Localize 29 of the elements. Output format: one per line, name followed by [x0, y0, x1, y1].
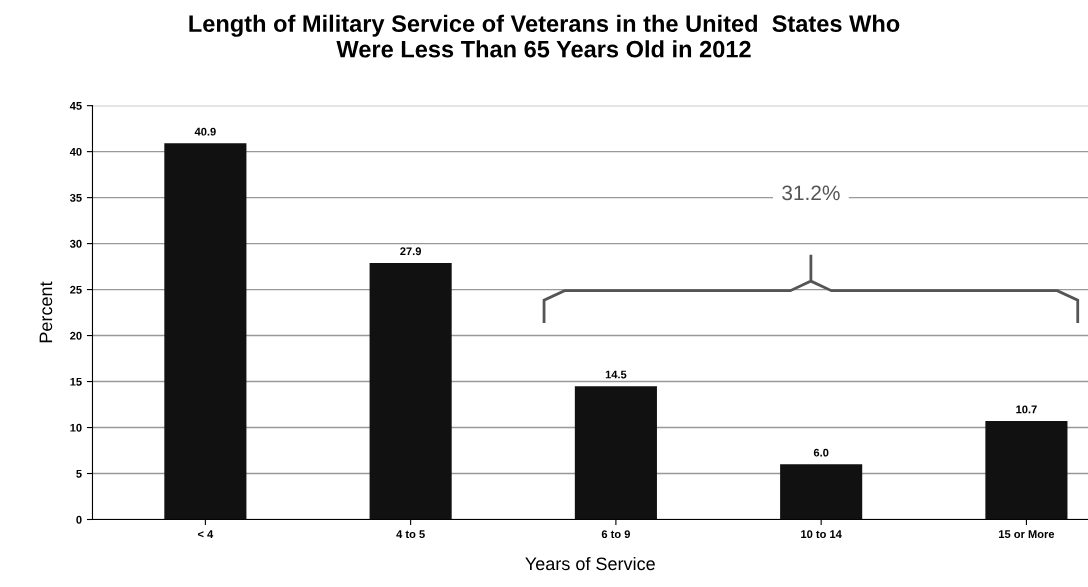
- data-label: 27.9: [400, 247, 422, 256]
- y-tick-label: 25: [70, 285, 82, 294]
- x-tick-label: 10 to 14: [801, 530, 842, 539]
- y-tick-label: 0: [76, 515, 82, 524]
- x-tick-label: 15 or More: [999, 530, 1055, 539]
- y-axis-title: Percent: [39, 281, 53, 343]
- annotation: 31.2%: [782, 185, 840, 201]
- y-tick-label: 35: [69, 193, 82, 202]
- data-label: 40.9: [194, 127, 216, 136]
- bar: [780, 464, 863, 520]
- chart-title: Length of Military Service of Veterans in the United States Who Were Less Than 65 Years Old in 2012: [189, 14, 900, 58]
- x-axis-title: Years of Service: [525, 556, 655, 571]
- y-tick-label: 5: [76, 469, 82, 478]
- data-label: 14.5: [605, 370, 627, 379]
- x-tick-label: 4 to 5: [396, 530, 425, 539]
- bar: [985, 421, 1068, 520]
- bar: [574, 386, 657, 520]
- y-tick-label: 40: [69, 147, 82, 156]
- y-tick-label: 45: [69, 102, 82, 110]
- y-tick-label: 10: [70, 423, 82, 432]
- x-tick-label: 6 to 9: [601, 530, 630, 539]
- bar: [164, 143, 247, 520]
- data-label: 10.7: [1016, 405, 1037, 414]
- y-tick-label: 30: [69, 239, 82, 248]
- y-tick-label: 15: [70, 377, 82, 386]
- bar: [369, 262, 452, 520]
- x-tick-label: < 4: [197, 530, 214, 538]
- y-tick-label: 20: [70, 331, 82, 340]
- data-label: 6.0: [813, 448, 829, 457]
